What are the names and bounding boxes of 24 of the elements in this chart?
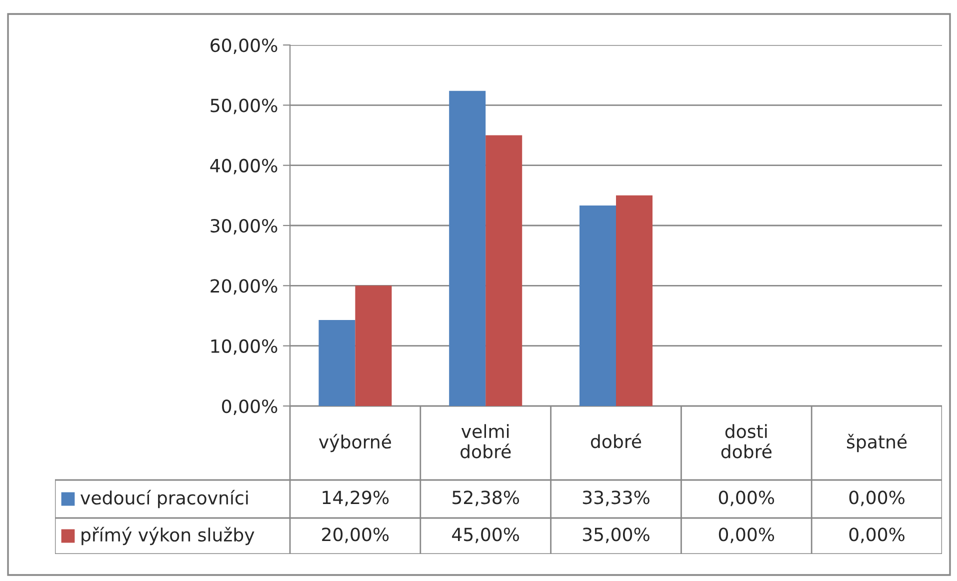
data-label: 52,38% [452, 490, 520, 506]
y-tick-label: 40,00% [210, 158, 278, 174]
x-tick-label: velmi dobré [460, 424, 511, 458]
y-tick-label: 30,00% [210, 218, 278, 234]
x-tick-label: výborné [318, 434, 392, 452]
legend-label: přímý výkon služby [82, 526, 254, 546]
x-tick-label: dosti dobré [721, 424, 772, 458]
data-label: 0,00% [849, 490, 904, 506]
y-tick-label: 50,00% [210, 98, 278, 114]
data-label: 35,00% [582, 528, 650, 544]
data-label: 45,00% [452, 528, 520, 544]
data-label: 0,00% [718, 490, 774, 506]
data-label: 0,00% [849, 528, 904, 544]
x-tick-label: špatné [846, 434, 907, 452]
data-label: 20,00% [322, 528, 389, 544]
legend-label: vedoucí pracovníci [80, 490, 248, 508]
y-tick-label: 20,00% [210, 279, 278, 295]
data-label: 33,33% [582, 490, 650, 506]
y-tick-label: 0,00% [222, 399, 278, 415]
y-tick-label: 60,00% [210, 38, 278, 54]
y-tick-label: 10,00% [211, 339, 278, 355]
data-label: 0,00% [718, 528, 774, 544]
data-label: 14,29% [322, 490, 389, 506]
x-tick-label: dobré [590, 434, 642, 448]
